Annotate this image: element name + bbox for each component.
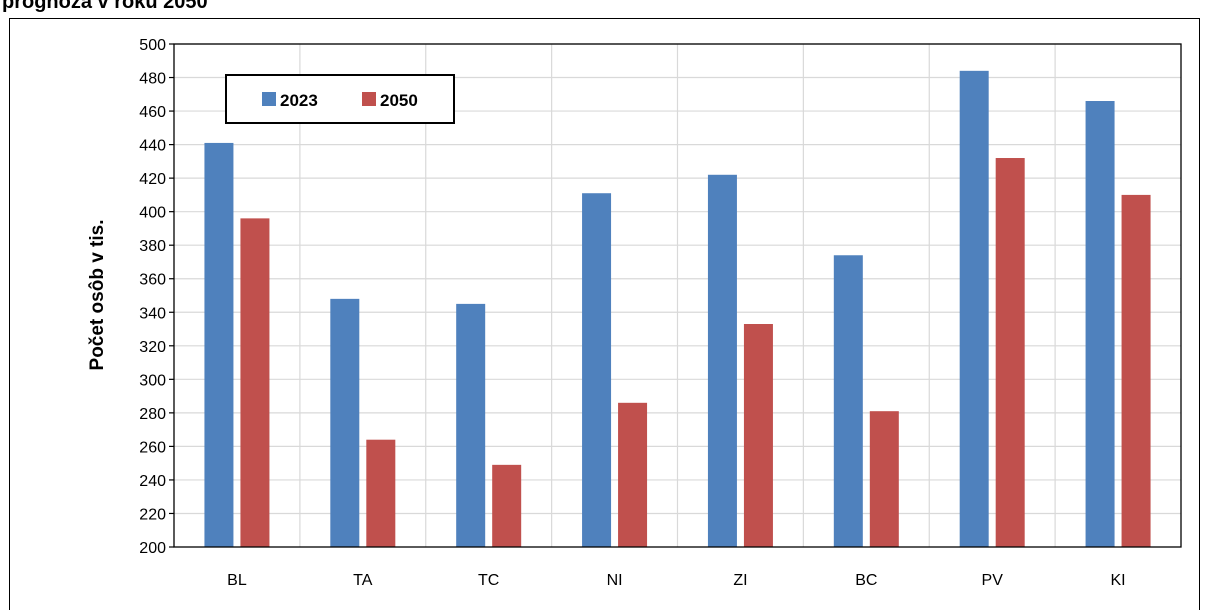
x-tick-label: ZI	[733, 572, 747, 589]
y-tick-label: 220	[139, 506, 166, 523]
bar-2023-BL	[204, 142, 234, 547]
y-tick-label: 300	[139, 372, 166, 389]
axes	[169, 43, 1182, 548]
y-tick-labels: 200 220 240 260 280 300 320 340 360 380 400 420 440 4…	[139, 37, 166, 557]
x-tick-label: TC	[478, 572, 499, 589]
y-tick-label: 400	[139, 205, 166, 222]
bar-2023-NI	[582, 193, 612, 547]
y-tick-label: 340	[139, 305, 166, 322]
bars	[204, 70, 1151, 548]
bar-2050-TC	[492, 464, 522, 547]
y-tick-label: 240	[139, 473, 166, 490]
bar-2050-TA	[366, 439, 396, 547]
x-tick-label: NI	[607, 572, 623, 589]
bar-2023-TC	[456, 303, 486, 547]
legend-swatch-2050	[362, 92, 376, 106]
x-tick-labels: BL TA TC NI ZI BC PV KI	[227, 572, 1125, 589]
x-tick-label: BC	[855, 572, 877, 589]
y-tick-label: 440	[139, 138, 166, 155]
bar-2050-NI	[618, 402, 648, 547]
bar-2050-PV	[995, 158, 1025, 547]
bar-2023-BC	[833, 255, 863, 547]
bar-2023-ZI	[707, 174, 737, 547]
y-tick-label: 380	[139, 238, 166, 255]
legend-box	[225, 74, 455, 124]
x-tick-label: TA	[353, 572, 373, 589]
bar-2023-TA	[330, 298, 360, 547]
plot-area-border	[173, 43, 1182, 548]
bar-2023-PV	[959, 70, 989, 548]
x-tick-label: BL	[227, 572, 247, 589]
y-tick-label: 320	[139, 339, 166, 356]
y-tick-label: 500	[139, 37, 166, 54]
legend: 2023 2050	[225, 74, 455, 124]
bar-2050-ZI	[743, 324, 773, 547]
bar-2023-KI	[1085, 101, 1115, 548]
y-tick-label: 480	[139, 71, 166, 88]
chart-frame	[9, 18, 1200, 610]
y-tick-label: 360	[139, 272, 166, 289]
bar-2050-KI	[1121, 194, 1151, 547]
y-tick-label: 460	[139, 104, 166, 121]
legend-swatch-2023	[262, 92, 276, 106]
bar-2050-BL	[240, 218, 270, 547]
y-tick-label: 420	[139, 171, 166, 188]
page-title: prognóza v roku 2050	[2, 0, 208, 13]
y-tick-label: 260	[139, 439, 166, 456]
y-axis-label: Počet osôb v tis.	[87, 220, 108, 371]
y-tick-label: 280	[139, 406, 166, 423]
x-tick-label: PV	[982, 572, 1004, 589]
x-tick-label: KI	[1111, 572, 1126, 589]
bar-2050-BC	[869, 411, 899, 547]
y-tick-label: 200	[139, 540, 166, 557]
legend-label-2050: 2050	[380, 91, 418, 110]
legend-label-2023: 2023	[280, 91, 318, 110]
